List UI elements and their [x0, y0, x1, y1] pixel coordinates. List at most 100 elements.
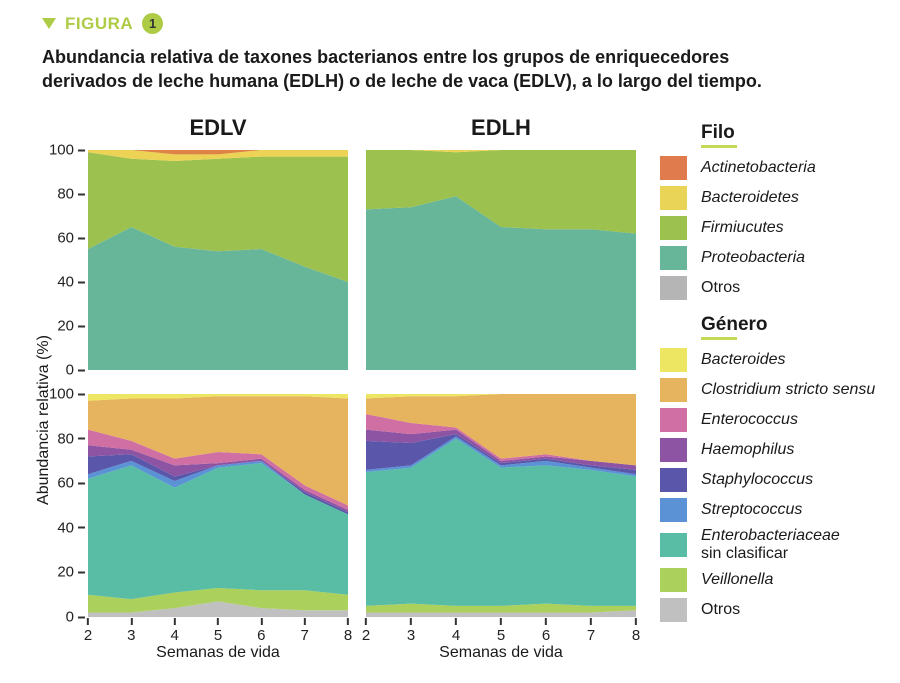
legend-label-line: Bacteroidetes [701, 189, 799, 207]
legend-label-otros: Otros [701, 601, 740, 619]
y-tick-label: 20 [57, 317, 74, 335]
legend-label-line: Staphylococcus [701, 471, 814, 489]
x-tick-mark [130, 618, 133, 625]
legend-swatch-bacteroides [660, 348, 687, 372]
area-proteobacteria [88, 227, 348, 370]
y-tick-mark [78, 325, 85, 327]
y-tick-mark [78, 616, 85, 618]
x-tick-mark [173, 618, 176, 625]
y-tick-label: 0 [65, 608, 74, 626]
y-tick-mark [78, 482, 85, 485]
x-tick-mark [303, 618, 306, 625]
x-tick-mark [260, 618, 263, 625]
area-actinetobacteria [88, 150, 348, 155]
area-bacteroides [88, 394, 348, 401]
area-enterobacteriaceae-sin-clasificar [88, 463, 348, 600]
legend-item-clostridium-stricto-sensu: Clostridium stricto sensu [660, 375, 900, 405]
x-tick-5: 5 [214, 617, 222, 644]
x-tick-label: 6 [257, 627, 266, 644]
x-tick-mark [87, 618, 89, 625]
x-tick-label: 6 [541, 627, 551, 644]
chart-edlv-filo: 0 20 40 60 80 100 [49, 142, 348, 379]
y-tick-40: 40 [57, 519, 85, 536]
x-tick-5: 5 [497, 617, 505, 644]
figura-marker-icon [42, 18, 56, 29]
area-chart-svg [88, 394, 348, 617]
legend-item-veillonella: Veillonella [660, 565, 900, 595]
figure-title-line-1: Abundancia relativa de taxones bacterian… [42, 47, 730, 67]
figure-header: FIGURA 1 [42, 13, 164, 34]
y-tick-100: 100 [49, 142, 85, 159]
legend-swatch-enterobacteriaceae [660, 533, 687, 557]
legend-item-otros: Otros [660, 273, 900, 303]
x-tick-label: 8 [343, 627, 353, 644]
legend-swatch-streptococcus [660, 498, 687, 522]
x-tick-label: 2 [83, 627, 93, 644]
x-tick-mark [217, 618, 219, 625]
figura-number-badge: 1 [142, 13, 164, 34]
y-tick-mark [78, 571, 85, 574]
area-clostridium-stricto-sensu [366, 394, 636, 466]
chart-edlh-genero: 2 3 4 5 6 7 8 [362, 394, 640, 644]
area-clostridium-stricto-sensu [88, 396, 348, 506]
area-enterobacteriaceae-sin-clasificar [366, 438, 636, 606]
x-axis-title-edlv: Semanas de vida [156, 644, 280, 661]
x-tick-mark [500, 618, 502, 625]
legend-label-otros: Otros [701, 279, 740, 297]
column-title-edlv: EDLV [189, 115, 247, 140]
x-tick-mark [590, 618, 592, 625]
area-veillonella [88, 588, 348, 613]
legend-label-line-2: sin clasificar [701, 545, 789, 562]
x-tick-4: 4 [452, 617, 460, 644]
legend-label-enterococcus: Enterococcus [701, 411, 798, 429]
y-tick-60: 60 [57, 230, 85, 247]
x-tick-label: 3 [406, 627, 416, 644]
x-tick-mark [545, 618, 547, 625]
y-tick-label: 80 [57, 185, 74, 203]
figure-title-line-2: derivados de leche humana (EDLH) o de le… [42, 70, 762, 91]
legend-genero: Género Bacteroides Clostridium stricto se… [660, 314, 900, 625]
legend-label-line: Actinetobacteria [701, 159, 816, 177]
area-haemophilus [366, 429, 636, 470]
legend-item-proteobacteria: Proteobacteria [660, 243, 900, 273]
x-tick-mark [410, 618, 412, 625]
legend-label-line: Streptococcus [701, 501, 803, 519]
area-haemophilus [88, 445, 348, 513]
legend-label-firmiucutes: Firmiucutes [701, 219, 784, 237]
area-bacteroidetes [88, 150, 348, 161]
legend-filo: Filo Actinetobacteria Bacteroidetes Firmiu… [660, 122, 900, 303]
x-tick-8: 8 [632, 617, 640, 644]
x-axis-title-edlh: Semanas de vida [439, 644, 563, 661]
legend-item-streptococcus: Streptococcus [660, 495, 900, 525]
figura-label: FIGURA [65, 13, 134, 33]
y-tick-mark [78, 149, 85, 151]
area-enterococcus [366, 414, 636, 466]
legend-swatch-enterococcus [660, 408, 687, 432]
legend-swatch-clostridium-stricto-sensu [660, 378, 687, 402]
legend-label-bacteroidetes: Bacteroidetes [701, 189, 799, 207]
area-streptococcus [88, 460, 348, 515]
x-tick-7: 7 [300, 617, 309, 644]
y-tick-20: 20 [57, 318, 85, 335]
legend-filo-items: Actinetobacteria Bacteroidetes Firmiucutes… [660, 153, 900, 303]
legend-genero-items: Bacteroides Clostridium stricto sensu Ente… [660, 345, 900, 625]
legend-item-firmiucutes: Firmiucutes [660, 213, 900, 243]
x-tick-3: 3 [407, 617, 415, 644]
x-tick-7: 7 [587, 617, 595, 644]
area-chart-svg [366, 394, 636, 617]
legend-item-actinetobacteria: Actinetobacteria [660, 153, 900, 183]
legend-label-haemophilus: Haemophilus [701, 441, 794, 459]
legend-label-line: Clostridium stricto sensu [701, 381, 876, 399]
y-tick-label: 60 [57, 229, 74, 247]
x-tick-4: 4 [170, 617, 179, 644]
y-tick-label: 20 [57, 563, 74, 581]
y-tick-mark [78, 393, 85, 395]
legend-item-enterobacteriaceae: Enterobacteriaceae sin clasificar [660, 525, 900, 565]
legend-filo-underline [701, 145, 737, 148]
y-tick-80: 80 [57, 186, 85, 203]
legend-item-staphylococcus: Staphylococcus [660, 465, 900, 495]
y-tick-60: 60 [57, 475, 85, 492]
x-tick-mark [347, 618, 349, 625]
area-firmiucutes [88, 152, 348, 282]
